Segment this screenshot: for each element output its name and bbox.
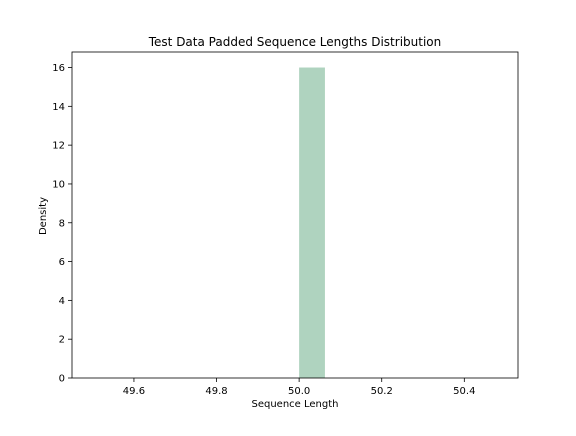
plot-frame [71,51,519,379]
x-tick-label: 49.6 [123,386,145,397]
chart-title: Test Data Padded Sequence Lengths Distri… [148,35,441,49]
x-tick-label: 49.8 [205,386,227,397]
y-tick-label: 12 [52,141,65,152]
y-tick-label: 16 [52,63,65,74]
x-tick-label: 50.0 [288,386,310,397]
x-tick-label: 50.2 [371,386,393,397]
y-tick-label: 8 [59,218,65,229]
y-tick-label: 0 [59,374,65,385]
x-axis-label: Sequence Length [252,399,339,410]
y-axis-label: Density [38,197,49,235]
y-tick-label: 4 [59,296,65,307]
y-tick-label: 14 [52,102,65,113]
plot-area: 49.6 49.8 50.0 50.2 50.4 0 2 4 6 8 10 12 14 16 [52,51,519,397]
x-tick-label: 50.4 [453,386,475,397]
y-tick-label: 10 [52,179,65,190]
y-tick-label: 6 [59,257,65,268]
y-tick-label: 2 [59,335,65,346]
histogram-bar-0 [299,67,325,379]
